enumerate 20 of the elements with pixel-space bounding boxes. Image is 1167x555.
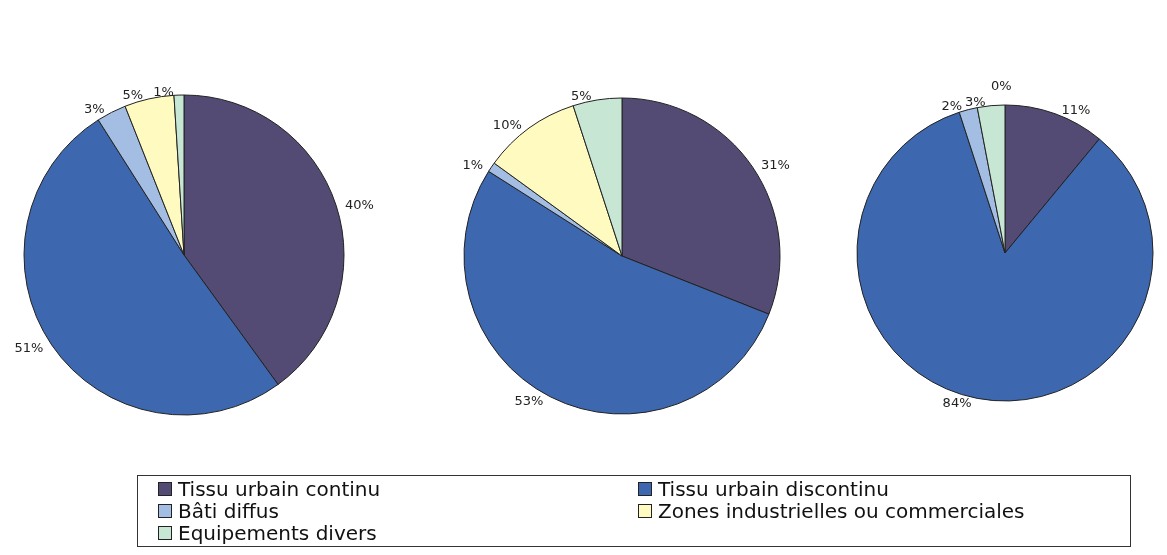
data-label: 3% bbox=[83, 101, 105, 117]
legend-label: Bâti diffus bbox=[178, 499, 279, 523]
data-label: 10% bbox=[492, 117, 522, 133]
data-label: 31% bbox=[760, 157, 790, 173]
data-label: 1% bbox=[462, 157, 484, 173]
legend-label: Tissu urbain continu bbox=[178, 477, 381, 501]
data-label: 2% bbox=[941, 98, 963, 114]
data-label: 1% bbox=[153, 83, 174, 99]
data-label: 3% bbox=[965, 94, 986, 110]
data-label: 51% bbox=[14, 339, 44, 355]
data-label: 5% bbox=[571, 88, 592, 104]
data-label: 5% bbox=[122, 87, 144, 103]
legend-label: Zones industrielles ou commerciales bbox=[658, 499, 1025, 523]
legend-label: Equipements divers bbox=[178, 521, 377, 545]
data-label: 11% bbox=[1061, 102, 1091, 118]
text: 0% bbox=[990, 78, 1012, 94]
data-label: 53% bbox=[514, 392, 544, 408]
data-label: 40% bbox=[344, 196, 374, 212]
data-label: 84% bbox=[942, 394, 972, 410]
legend-label: Tissu urbain discontinu bbox=[658, 477, 889, 501]
